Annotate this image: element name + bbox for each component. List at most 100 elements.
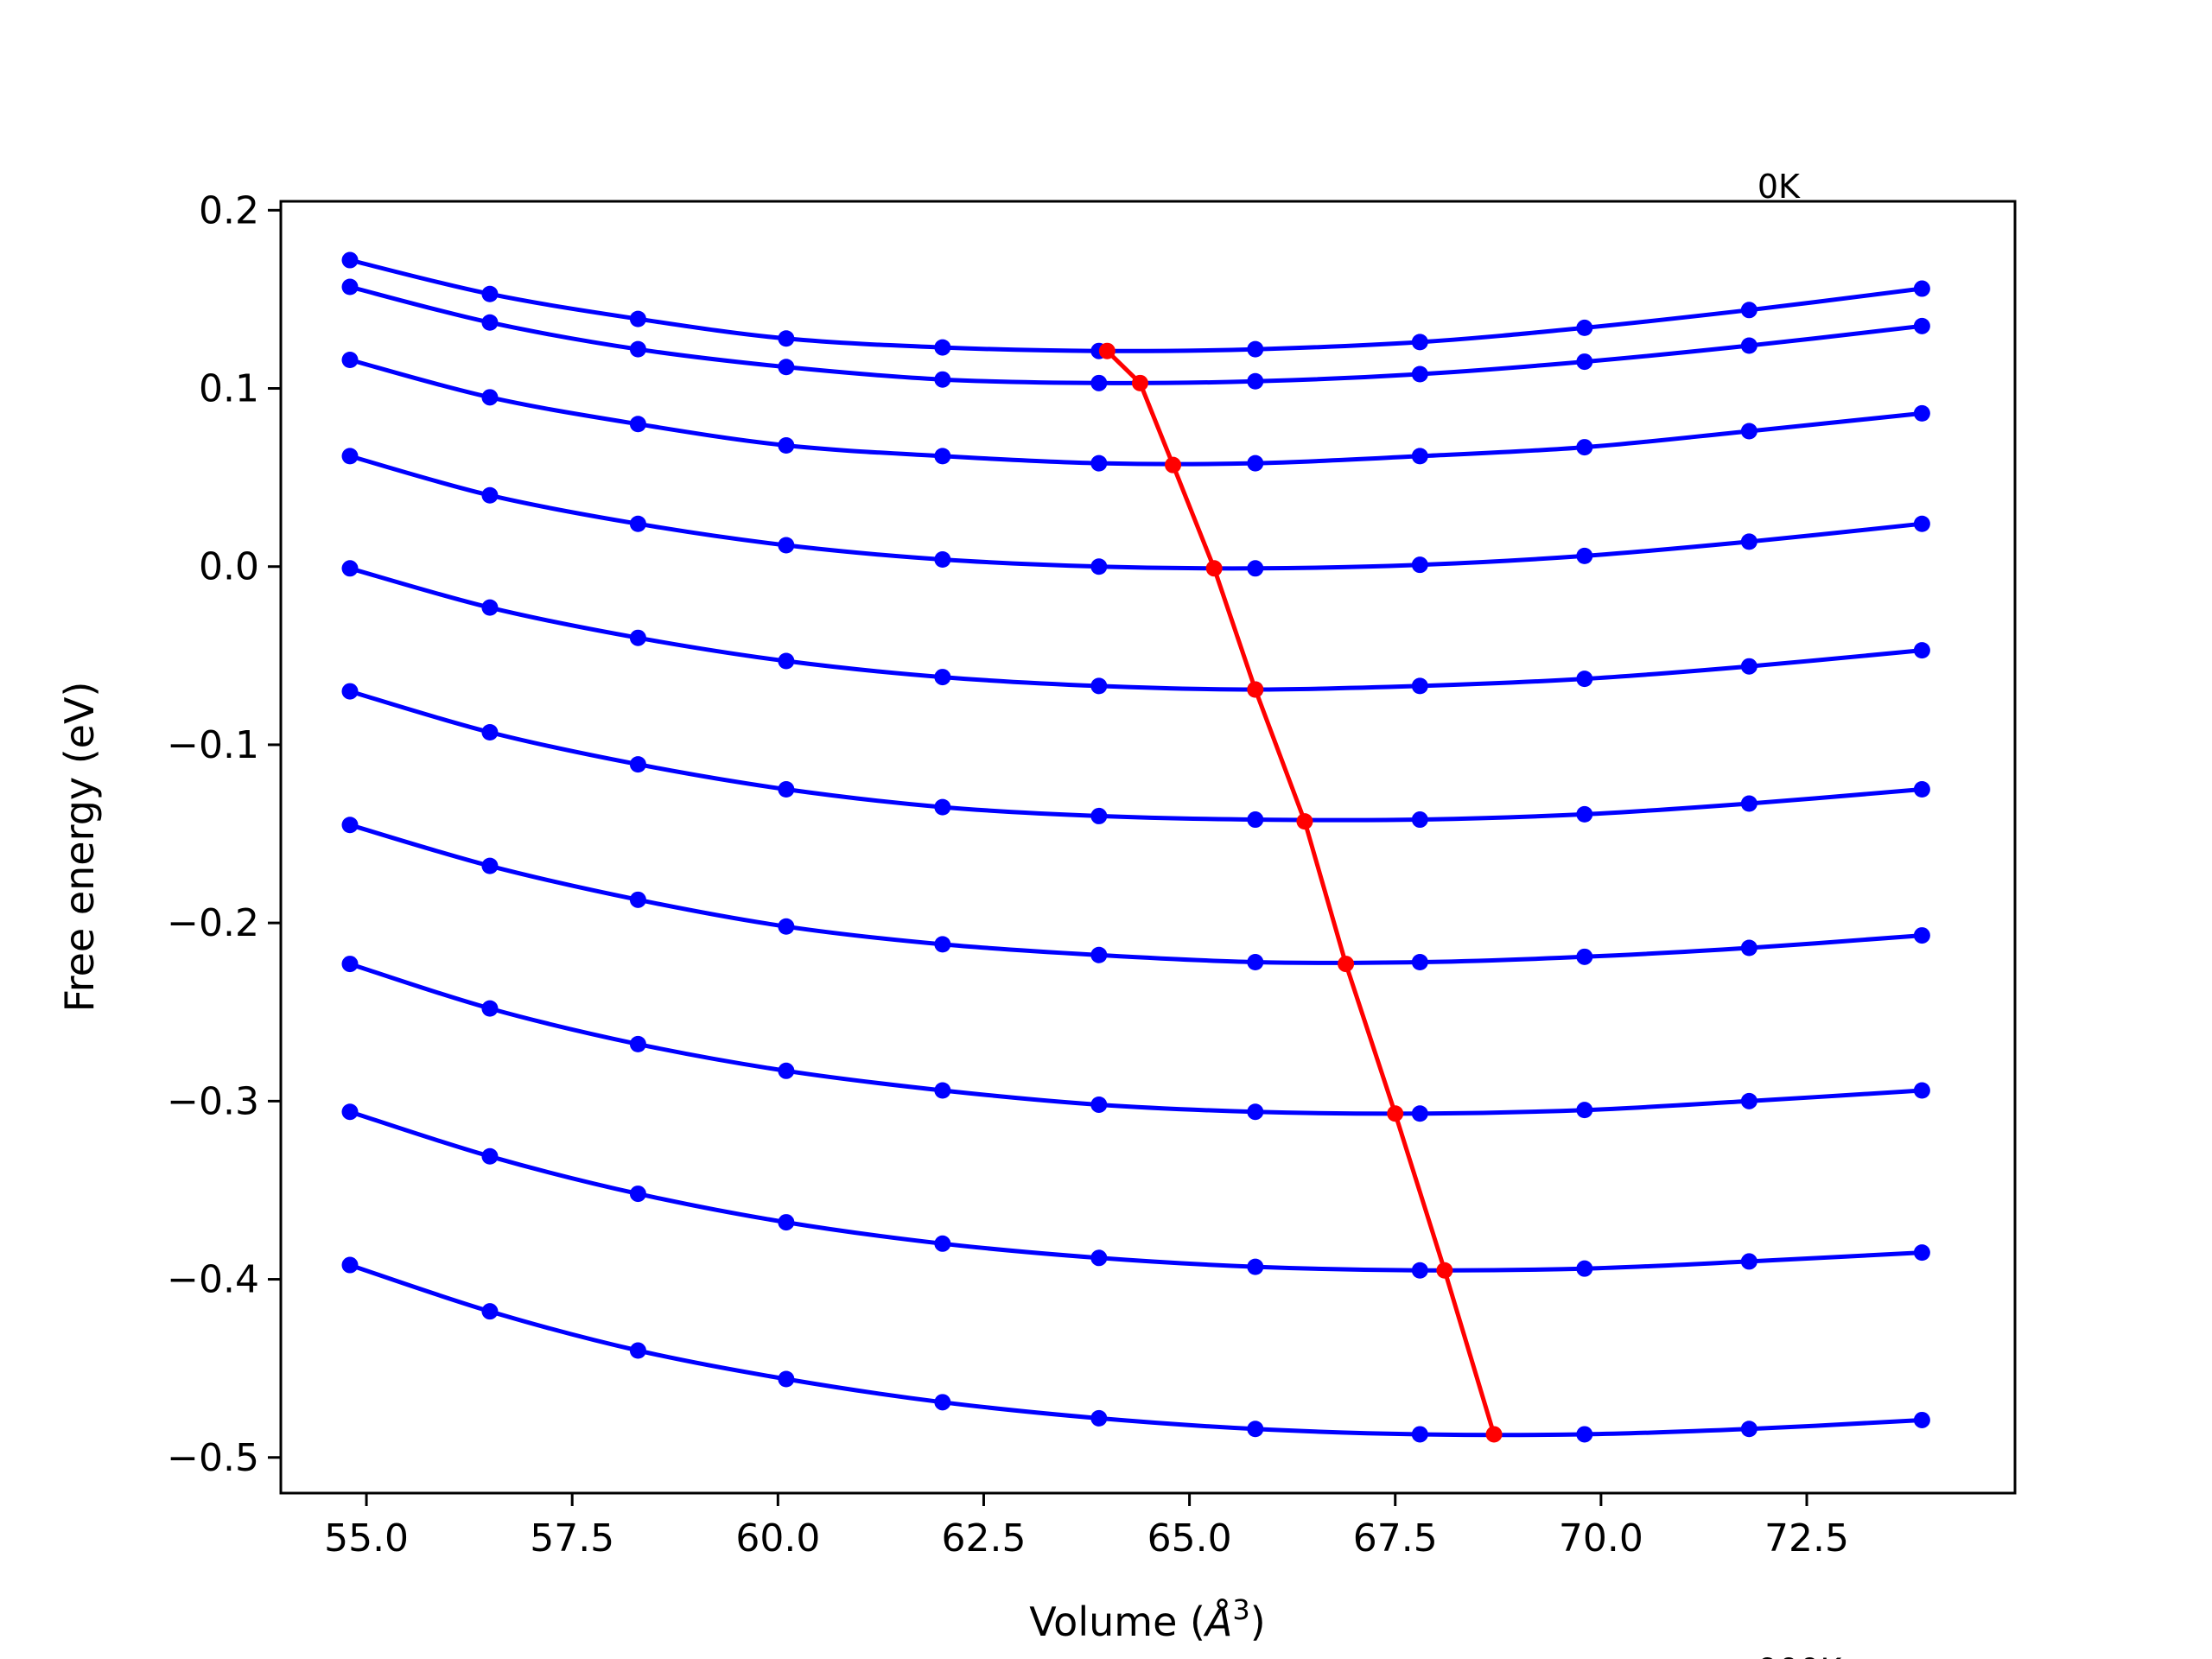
- minimum-point: [1485, 1426, 1503, 1443]
- energy-curve-series: [341, 956, 1930, 1122]
- energy-data-point: [1247, 1258, 1264, 1275]
- energy-data-point: [1576, 1260, 1593, 1277]
- energy-data-point: [1411, 334, 1428, 351]
- energy-data-point: [629, 1342, 646, 1359]
- energy-data-point: [1090, 1409, 1108, 1427]
- energy-data-point: [1411, 677, 1428, 695]
- minimum-point: [1436, 1262, 1453, 1279]
- energy-data-point: [778, 652, 795, 670]
- energy-data-point: [1090, 1249, 1108, 1267]
- x-axis-label: Volume (Å3): [1029, 1593, 1265, 1645]
- minimum-point: [1338, 956, 1355, 973]
- energy-data-point: [1740, 1092, 1758, 1109]
- energy-curve-series: [341, 817, 1930, 971]
- energy-data-point: [1913, 642, 1930, 659]
- minimum-point: [1205, 560, 1223, 577]
- energy-data-point: [1740, 1421, 1758, 1438]
- energy-data-point: [1090, 454, 1108, 472]
- energy-data-point: [934, 550, 951, 568]
- energy-data-point: [629, 756, 646, 773]
- energy-data-point: [1913, 280, 1930, 297]
- energy-data-point: [341, 352, 359, 369]
- x-tick-label: 57.5: [530, 1516, 614, 1560]
- x-tick-label: 55.0: [324, 1516, 409, 1560]
- energy-data-point: [1740, 423, 1758, 440]
- axes-frame: [279, 200, 2017, 1495]
- y-tick-label: −0.4: [167, 1258, 259, 1302]
- temperature-label: 900K: [1758, 1652, 1843, 1659]
- x-tick-label: 72.5: [1764, 1516, 1849, 1560]
- energy-data-point: [1411, 448, 1428, 465]
- energy-data-point: [934, 1394, 951, 1411]
- y-tick-label: 0.1: [199, 367, 259, 411]
- energy-curve-series: [341, 352, 1930, 472]
- energy-data-point: [341, 1256, 359, 1274]
- energy-data-point: [1411, 1426, 1428, 1443]
- energy-data-point: [778, 1214, 795, 1231]
- energy-data-point: [1576, 353, 1593, 371]
- energy-data-point: [481, 1303, 499, 1320]
- y-tick-label: −0.5: [167, 1436, 259, 1480]
- y-tick-label: 0.2: [199, 188, 259, 232]
- minima-line: [1105, 349, 1497, 1435]
- energy-data-point: [481, 1147, 499, 1165]
- energy-data-point: [1740, 337, 1758, 354]
- energy-data-point: [629, 629, 646, 646]
- energy-data-point: [1913, 1411, 1930, 1428]
- energy-data-point: [481, 486, 499, 504]
- energy-data-point: [1090, 677, 1108, 695]
- energy-data-point: [1913, 1082, 1930, 1099]
- energy-data-point: [481, 857, 499, 874]
- energy-data-point: [1913, 515, 1930, 532]
- energy-curve-series: [341, 448, 1930, 577]
- energy-data-point: [1913, 317, 1930, 334]
- y-axis-ticks: 0.2 0.1 0.0 −0.1 −0.2 −0.3 −0.4 −0.5: [167, 188, 281, 1480]
- energy-curve-series: [341, 278, 1930, 391]
- minima-series: [1098, 342, 1503, 1443]
- energy-data-point: [778, 918, 795, 935]
- energy-data-point: [778, 1370, 795, 1388]
- energy-data-point: [934, 669, 951, 686]
- energy-data-point: [1913, 1244, 1930, 1262]
- energy-data-point: [1090, 558, 1108, 575]
- x-tick-label: 62.5: [941, 1516, 1026, 1560]
- energy-curve-series: [341, 683, 1930, 829]
- energy-data-point: [1247, 1103, 1264, 1121]
- energy-data-point: [1576, 1426, 1593, 1443]
- energy-data-point: [934, 936, 951, 953]
- energy-data-point: [1247, 1421, 1264, 1438]
- energy-data-point: [1411, 556, 1428, 574]
- energy-data-point: [1247, 560, 1264, 577]
- energy-data-point: [934, 1235, 951, 1252]
- energy-curve-series: [341, 1256, 1930, 1443]
- energy-data-point: [481, 1000, 499, 1017]
- energy-data-point: [1576, 1102, 1593, 1119]
- energy-data-point: [1913, 404, 1930, 422]
- energy-data-point: [341, 251, 359, 269]
- energy-data-point: [778, 537, 795, 554]
- x-tick-label: 70.0: [1559, 1516, 1643, 1560]
- energy-data-point: [1090, 946, 1108, 963]
- energy-data-point: [629, 1185, 646, 1203]
- energy-data-point: [1247, 954, 1264, 971]
- minimum-point: [1131, 374, 1148, 391]
- energy-data-point: [1411, 811, 1428, 829]
- energy-data-point: [934, 371, 951, 388]
- energy-data-point: [341, 560, 359, 577]
- energy-data-point: [1913, 927, 1930, 944]
- energy-curve-series: [341, 1103, 1930, 1279]
- y-tick-label: −0.3: [167, 1079, 259, 1123]
- energy-data-point: [1576, 805, 1593, 823]
- energy-data-point: [1913, 780, 1930, 798]
- x-tick-label: 60.0: [735, 1516, 820, 1560]
- energy-data-point: [934, 448, 951, 465]
- minimum-point: [1247, 681, 1264, 698]
- energy-data-point: [341, 956, 359, 973]
- energy-data-point: [1247, 372, 1264, 390]
- energy-data-point: [629, 1035, 646, 1052]
- energy-data-point: [1247, 454, 1264, 472]
- y-axis-label: Free energy (eV): [56, 682, 103, 1013]
- energy-data-point: [1576, 319, 1593, 336]
- y-tick-label: −0.1: [167, 723, 259, 767]
